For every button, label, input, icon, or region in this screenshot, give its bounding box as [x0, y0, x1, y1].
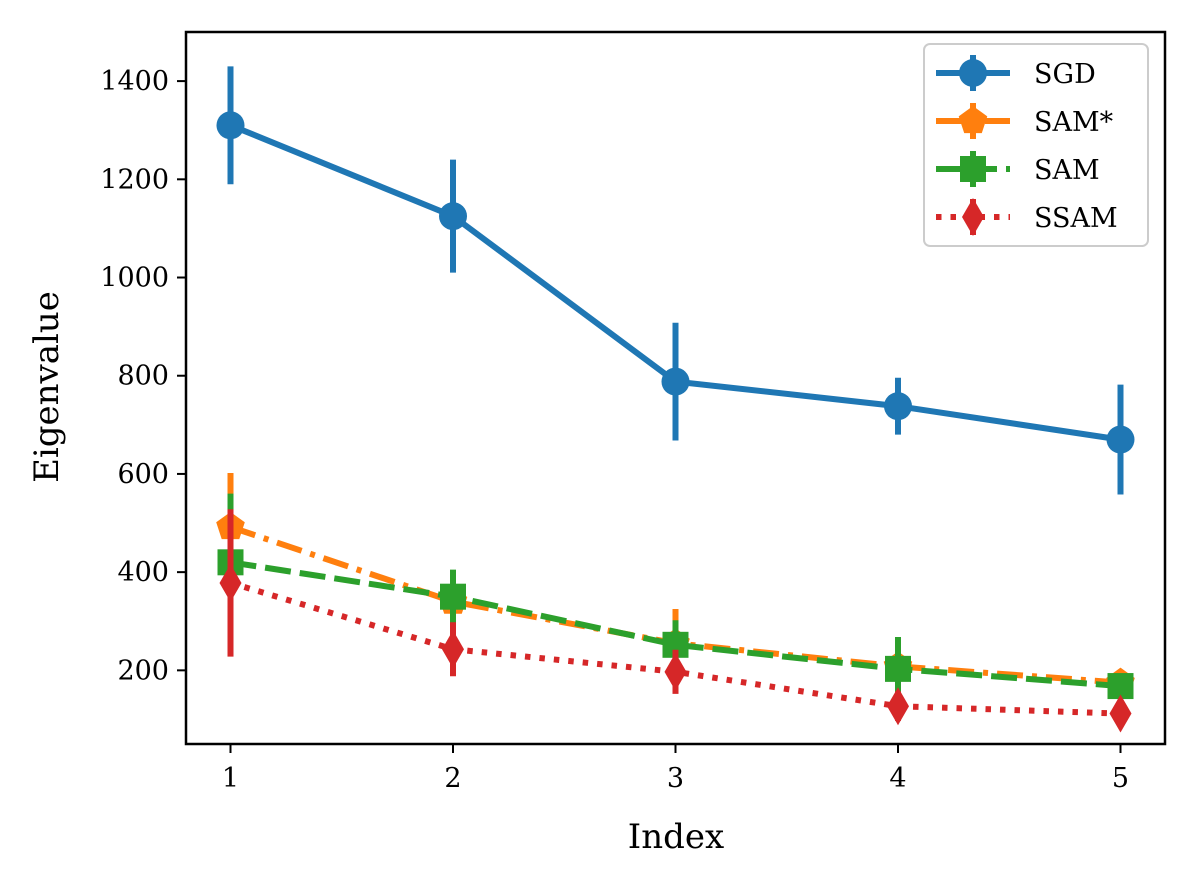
y-tick-label: 1200 — [100, 164, 169, 195]
series-line — [230, 559, 1121, 690]
y-axis-title: Eigenvalue — [27, 291, 67, 483]
data-point — [216, 111, 245, 140]
legend-item-sgd: SGD — [936, 55, 1096, 91]
x-tick-label: 4 — [889, 763, 906, 794]
y-tick-label: 600 — [117, 459, 169, 490]
x-tick-label: 3 — [667, 763, 684, 794]
legend-item-ssam: SSAM — [936, 198, 1118, 236]
data-point — [664, 652, 687, 691]
data-point — [439, 202, 467, 231]
data-point — [1106, 425, 1135, 454]
x-tick-label: 2 — [444, 763, 461, 794]
axes: 1 2 3 4 5 200 400 600 800 1000 1200 1400 — [100, 30, 1167, 794]
data-point — [884, 392, 912, 421]
legend-marker — [958, 106, 988, 134]
data-point — [219, 563, 242, 602]
legend-marker — [960, 156, 986, 182]
legend-label: SAM* — [1034, 107, 1114, 138]
y-tick-label: 200 — [117, 655, 169, 686]
legend: SGD SAM* SAM SSAM — [923, 43, 1149, 247]
y-tick-label: 1000 — [100, 263, 169, 294]
series-ssam — [219, 509, 1132, 733]
legend-item-sam: SAM — [936, 151, 1100, 187]
legend-marker — [962, 198, 984, 236]
x-axis-title: Index — [628, 817, 724, 857]
x-tick-label: 1 — [222, 763, 239, 794]
y-tick-label: 400 — [117, 557, 169, 588]
data-point — [442, 630, 464, 669]
legend-box — [923, 43, 1149, 247]
y-tick-label: 1400 — [100, 66, 169, 97]
y-tick-label: 800 — [117, 361, 169, 392]
legend-label: SAM — [1034, 155, 1100, 186]
plot-area — [216, 66, 1135, 733]
data-point — [440, 583, 466, 610]
data-point — [885, 655, 911, 682]
data-point — [887, 687, 909, 726]
data-point — [1109, 694, 1132, 733]
series-sgd — [216, 66, 1135, 495]
x-tick-label: 5 — [1112, 763, 1129, 794]
data-point — [661, 367, 690, 396]
legend-label: SSAM — [1034, 203, 1118, 234]
legend-label: SGD — [1034, 59, 1096, 90]
legend-marker — [959, 59, 987, 87]
legend-item-sam: SAM* — [936, 103, 1114, 139]
series-line — [229, 580, 1121, 717]
